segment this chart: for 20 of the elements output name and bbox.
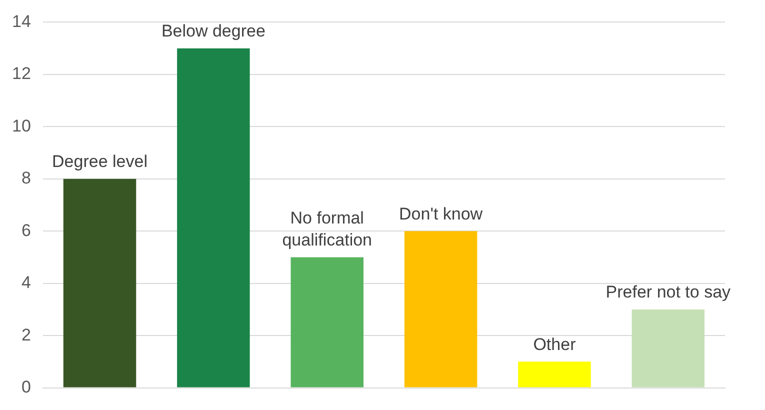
bar (63, 178, 136, 388)
bar (290, 257, 364, 388)
y-tick-label: 12 (12, 64, 31, 84)
x-tick-label: Degree level (52, 152, 148, 172)
y-tick-label: 10 (12, 116, 31, 136)
bar (177, 48, 250, 388)
y-tick-label: 4 (21, 273, 31, 292)
y-tick-label: 6 (21, 220, 31, 240)
bar (404, 231, 478, 388)
bar (518, 362, 591, 388)
y-tick-label: 2 (21, 325, 31, 344)
x-tick-label: Don't know (399, 204, 484, 224)
y-tick-label: 0 (21, 377, 31, 396)
x-tick-label: No formal qualification (282, 208, 372, 250)
y-tick-label: 8 (21, 168, 31, 188)
x-tick-label: Prefer not to say (606, 282, 732, 302)
bar (632, 309, 705, 388)
x-tick-label: Below degree (161, 22, 266, 40)
x-tick-label: Other (533, 334, 576, 354)
y-tick-label: 14 (12, 12, 31, 31)
